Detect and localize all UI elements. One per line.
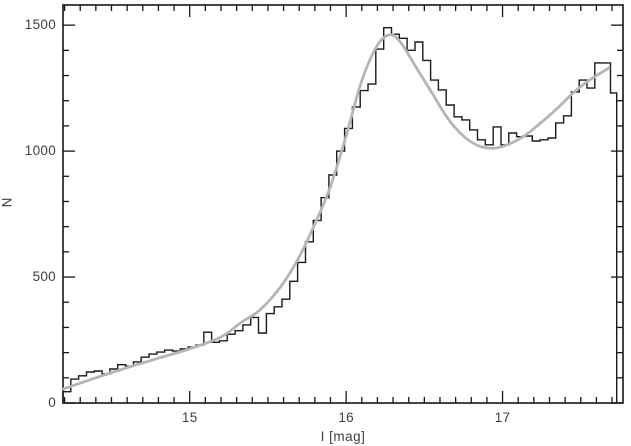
y-tick-label: 1000	[24, 143, 56, 159]
x-tick-label: 17	[494, 410, 511, 425]
plot-frame	[62, 4, 624, 404]
x-tick-label: 15	[181, 410, 198, 425]
x-axis-title: I [mag]	[320, 429, 366, 444]
model-fit-series	[61, 33, 611, 391]
histogram-series	[62, 27, 618, 403]
y-tick-label: 0	[48, 395, 56, 410]
y-axis-title: N	[0, 197, 15, 208]
x-tick-label: 16	[338, 410, 354, 425]
y-tick-label: 1500	[24, 17, 56, 33]
y-tick-label: 500	[32, 269, 56, 285]
